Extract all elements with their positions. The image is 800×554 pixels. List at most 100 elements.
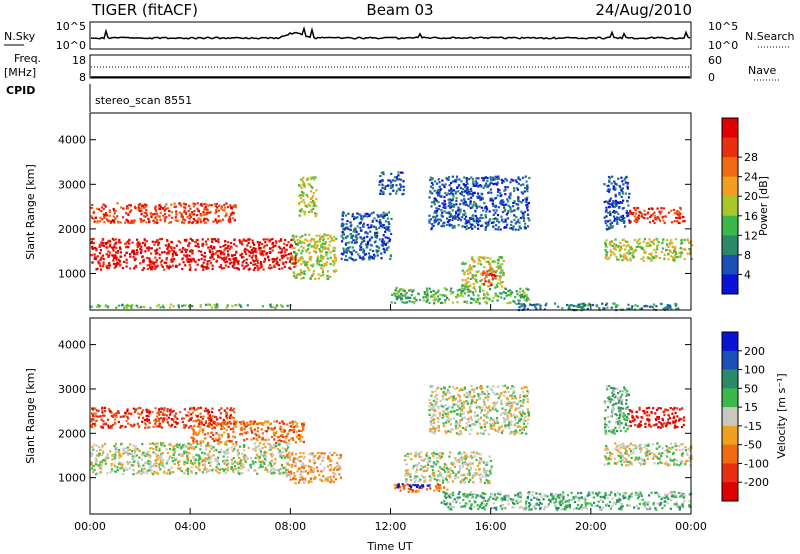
data-cell xyxy=(655,305,658,308)
data-cell xyxy=(113,243,116,246)
data-cell xyxy=(322,237,326,240)
data-cell xyxy=(605,302,609,305)
data-cell xyxy=(474,214,477,218)
data-cell xyxy=(146,419,149,423)
data-cell xyxy=(347,241,350,244)
data-cell xyxy=(188,263,191,267)
data-cell xyxy=(163,261,166,264)
data-cell xyxy=(486,270,489,273)
data-cell xyxy=(235,244,238,248)
data-cell xyxy=(656,245,659,249)
data-cell xyxy=(382,171,385,174)
colorbar-swatch xyxy=(722,235,738,256)
data-cell xyxy=(99,461,102,464)
colorbar-tick-label: 24 xyxy=(744,171,758,184)
data-cell xyxy=(213,246,216,249)
data-cell xyxy=(229,414,232,417)
data-cell xyxy=(235,420,238,423)
data-cell xyxy=(180,447,183,450)
data-cell xyxy=(302,176,305,179)
data-cell xyxy=(465,188,468,191)
data-cell xyxy=(227,254,230,257)
data-cell xyxy=(225,429,228,432)
data-cell xyxy=(483,266,486,269)
data-cell xyxy=(221,267,224,270)
data-cell xyxy=(214,212,217,215)
data-cell xyxy=(494,228,497,231)
data-cell xyxy=(259,251,262,254)
data-cell xyxy=(243,454,246,457)
data-cell xyxy=(396,486,400,489)
data-cell xyxy=(296,470,299,473)
data-cell xyxy=(460,180,463,183)
data-cell xyxy=(92,418,95,421)
power-colorbar-label: Power [dB] xyxy=(757,176,770,236)
data-cell xyxy=(169,443,172,447)
data-cell xyxy=(240,428,243,431)
data-cell xyxy=(373,217,376,220)
data-cell xyxy=(203,468,206,471)
data-cell xyxy=(296,239,299,242)
data-cell xyxy=(433,203,436,206)
data-cell xyxy=(186,442,189,445)
data-cell xyxy=(232,430,235,433)
data-cell xyxy=(628,219,631,222)
data-cell xyxy=(503,210,506,213)
data-cell xyxy=(102,244,106,247)
data-cell xyxy=(389,257,392,261)
data-cell xyxy=(664,215,667,218)
data-cell xyxy=(206,432,209,435)
data-cell xyxy=(455,178,458,181)
data-cell xyxy=(527,213,530,216)
data-cell xyxy=(475,279,478,282)
data-cell xyxy=(110,425,113,428)
data-cell xyxy=(315,247,318,250)
data-cell xyxy=(387,246,390,249)
data-cell xyxy=(259,450,262,453)
data-cell xyxy=(281,430,284,433)
data-cell xyxy=(463,285,466,288)
data-cell xyxy=(613,217,617,220)
data-cell xyxy=(174,458,177,462)
data-cell xyxy=(90,420,93,423)
data-cell xyxy=(155,462,158,465)
data-cell xyxy=(231,305,234,308)
data-cell xyxy=(348,256,351,260)
data-cell xyxy=(611,202,614,205)
nsky-frame xyxy=(89,21,692,50)
data-cell xyxy=(376,214,379,217)
data-cell xyxy=(293,241,296,244)
data-cell xyxy=(474,180,477,183)
data-cell xyxy=(261,252,264,255)
data-cell xyxy=(247,423,250,426)
data-cell xyxy=(616,222,619,225)
data-cell xyxy=(144,461,147,464)
data-cell xyxy=(182,446,185,449)
data-cell xyxy=(326,270,330,273)
data-cell xyxy=(611,203,614,207)
data-cell xyxy=(112,262,115,265)
data-cell xyxy=(146,414,149,418)
data-cell xyxy=(633,215,636,218)
data-cell xyxy=(485,185,488,188)
data-cell xyxy=(311,201,314,204)
data-cell xyxy=(448,203,451,206)
data-cell xyxy=(223,443,227,446)
data-cell xyxy=(621,238,624,241)
data-cell xyxy=(619,201,622,204)
data-cell xyxy=(515,290,518,293)
data-cell xyxy=(341,240,344,243)
data-cell xyxy=(147,249,150,252)
data-cell xyxy=(147,217,150,221)
data-cell xyxy=(609,213,612,217)
data-cell xyxy=(170,203,173,206)
data-cell xyxy=(155,445,158,448)
data-cell xyxy=(172,250,175,253)
data-cell xyxy=(117,262,120,265)
data-cell xyxy=(203,459,206,462)
data-cell xyxy=(282,435,285,438)
data-cell xyxy=(500,215,503,218)
data-cell xyxy=(158,408,161,411)
data-cell xyxy=(210,238,214,241)
data-cell xyxy=(357,233,360,236)
